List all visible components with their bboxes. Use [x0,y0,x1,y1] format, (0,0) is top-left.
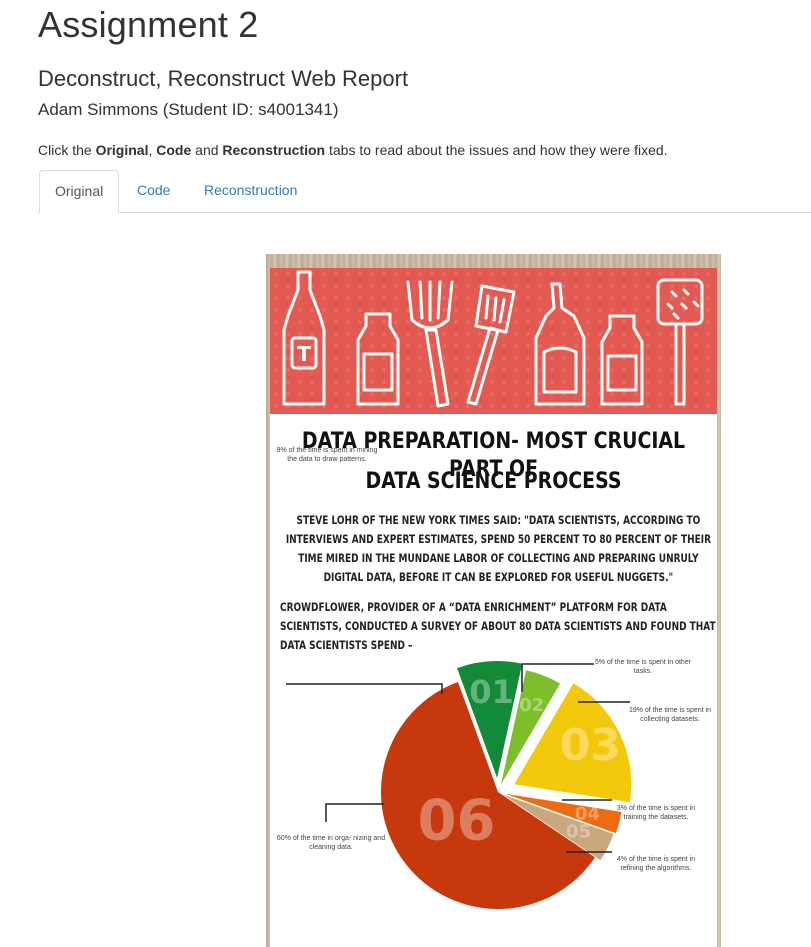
pie-slice-04 [505,793,622,834]
annotation-03: 19% of the time is spent in collecting d… [628,707,712,723]
instructions-sep2: and [191,142,223,158]
pie-slice-01 [457,661,523,779]
salt-shaker-icon [356,312,400,406]
pie-slice-02 [500,670,561,785]
pie-slice-03 [514,683,632,803]
pie-label-01: 01 [469,673,514,711]
survey-text: CROWDFLOWER, PROVIDER OF A “DATA ENRICHM… [280,600,716,652]
pie-label-06: 06 [418,789,496,854]
pie-slice-06 [381,682,595,909]
slotted-turner-icon [656,278,704,406]
tab-reconstruction[interactable]: Reconstruction [204,182,298,198]
leader-line-01 [286,683,443,694]
pie-label-04: 04 [575,804,600,825]
tab-code[interactable]: Code [137,182,171,198]
annotation-04: 3% of the time is spent in training the … [616,805,696,821]
pie-slice-05 [503,794,614,861]
tab-original[interactable]: Original [39,170,120,213]
annotation-05: 4% of the time is spent in refining the … [616,856,696,872]
instructions-suffix: tabs to read about the issues and how th… [325,142,668,158]
original-infographic: T [266,254,721,947]
instructions-prefix: Click the [38,142,96,158]
kitchen-banner: T [270,268,717,414]
page-subtitle: Deconstruct, Reconstruct Web Report [38,66,409,91]
ketchup-bottle-icon: T [282,270,326,406]
pie-label-05: 05 [566,822,591,843]
spatula-icon [466,284,516,406]
page-title: Assignment 2 [38,4,259,45]
leader-line-02 [521,663,594,692]
author-line: Adam Simmons (Student ID: s4001341) [38,100,339,119]
fork-icon [406,280,454,408]
annotation-02: 5% of the time is spent in other tasks. [594,659,692,675]
instructions-text: Click the Original, Code and Reconstruct… [38,142,668,158]
instructions-sep1: , [148,142,157,158]
instructions-original: Original [95,142,149,158]
annotation-06: 60% of the time in orga- nizing and clea… [276,835,386,851]
infographic-title-line2: DATA SCIENCE PROCESS [365,469,622,494]
pepper-shaker-icon [600,314,644,406]
tab-bar: Original Code Reconstruction [38,170,811,213]
leader-line-06 [325,803,384,822]
instructions-code: Code [156,142,192,158]
kitchen-utensils-illustration: T [282,270,704,408]
pie-label-03: 03 [560,720,621,771]
annotation-01: 9% of the time is spent in mining the da… [276,447,378,463]
pie-label-02: 02 [519,695,544,716]
mustard-bottle-icon [534,282,586,406]
svg-text:T: T [297,342,311,366]
instructions-reconstruction: Reconstruction [222,142,326,158]
nyt-quote: STEVE LOHR OF THE NEW YORK TIMES SAID: "… [285,513,711,584]
infographic-title-line1: DATA PREPARATION- MOST CRUCIAL PART OF [301,429,686,482]
